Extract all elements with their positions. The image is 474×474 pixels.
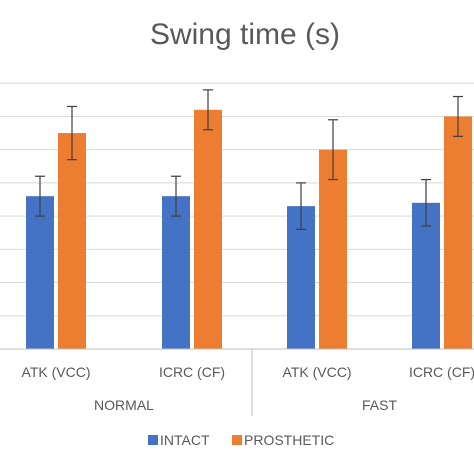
bar-prosthetic-1: [58, 133, 86, 349]
chart-title: Swing time (s): [150, 18, 340, 51]
x-axis-labels: ATK (VCC) ICRC (CF) ATK (VCC) ICRC (CF) NORM…: [22, 364, 474, 413]
x-tick-label: ICRC (CF): [409, 364, 474, 380]
x-tick-label: ICRC (CF): [159, 364, 225, 380]
bar-prosthetic-4: [444, 116, 472, 349]
x-axis: [0, 348, 474, 416]
legend-label-prosthetic: PROSTHETIC: [244, 432, 334, 448]
legend-swatch-intact: [148, 435, 158, 445]
bar-prosthetic-2: [194, 109, 222, 349]
x-tick-label: ATK (VCC): [22, 364, 91, 380]
legend-swatch-prosthetic: [232, 435, 242, 445]
error-bars: [35, 89, 463, 230]
bar-intact-2: [162, 196, 190, 349]
group-label: NORMAL: [94, 397, 154, 413]
bar-intact-1: [26, 196, 54, 349]
legend: INTACT PROSTHETIC: [148, 432, 334, 448]
bar-prosthetic-3: [319, 149, 347, 349]
group-label: FAST: [362, 397, 397, 413]
legend-label-intact: INTACT: [160, 432, 210, 448]
x-tick-label: ATK (VCC): [283, 364, 352, 380]
bar-intact-4: [412, 202, 440, 349]
bars: [26, 109, 472, 349]
